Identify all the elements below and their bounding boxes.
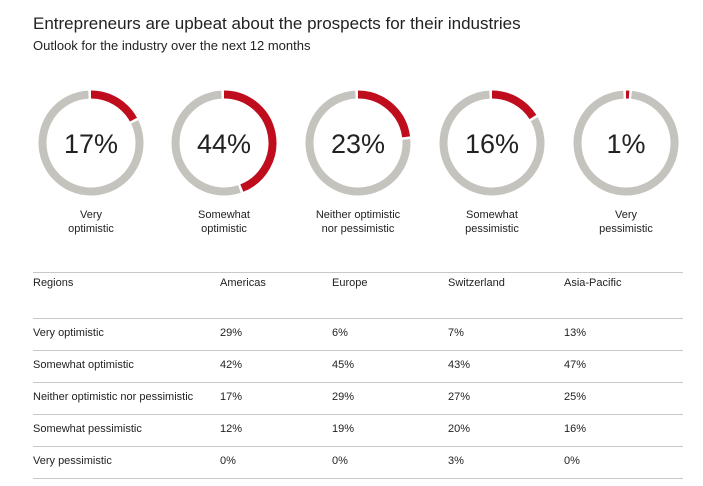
donut-category-label-line: Very xyxy=(614,209,637,221)
row-header-cell: Neither optimistic nor pessimistic xyxy=(33,382,220,415)
donut-category-label: Somewhat pessimistic xyxy=(426,208,558,236)
donut-category-label-line: Somewhat xyxy=(198,209,250,221)
donut-category-label-line: Somewhat xyxy=(466,209,518,221)
table-cell: 29% xyxy=(332,382,448,415)
donut-svg: 16% xyxy=(439,90,545,196)
donut-category-label: Very optimistic xyxy=(25,208,157,236)
donut-remainder-arc xyxy=(305,90,411,196)
donut-value-arc xyxy=(223,90,277,192)
table-cell: 3% xyxy=(448,446,564,479)
table-row: Very pessimistic 0% 0% 3% 0% xyxy=(33,446,683,479)
table-cell: 20% xyxy=(448,414,564,447)
table-cell: 7% xyxy=(448,318,564,351)
donut-category-label-line: nor pessimistic xyxy=(321,223,395,235)
table-cell: 25% xyxy=(564,382,683,415)
table-row: Somewhat pessimistic 12% 19% 20% 16% xyxy=(33,414,683,447)
table-cell: 16% xyxy=(564,414,683,447)
table-header-row: Regions Americas Europe Switzerland Asia… xyxy=(33,272,683,319)
table-cell: 47% xyxy=(564,350,683,383)
row-header-cell: Somewhat optimistic xyxy=(33,350,220,383)
donut-value-label: 44% xyxy=(197,129,251,159)
column-header: Switzerland xyxy=(448,272,564,319)
table-cell: 13% xyxy=(564,318,683,351)
row-header-cell: Somewhat pessimistic xyxy=(33,414,220,447)
column-header: Europe xyxy=(332,272,448,319)
donut-category-label-line: optimistic xyxy=(201,223,247,235)
donut-chart: 23% Neither optimistic nor pessimistic xyxy=(292,88,424,236)
donut-svg: 44% xyxy=(171,90,277,196)
donut-value-label: 1% xyxy=(606,129,645,159)
donut-chart: 44% Somewhat optimistic xyxy=(158,88,290,236)
donut-chart: 1% Very pessimistic xyxy=(560,88,692,236)
table-row: Very optimistic 29% 6% 7% 13% xyxy=(33,318,683,351)
donut-svg: 1% xyxy=(573,90,679,196)
row-header-cell: Very pessimistic xyxy=(33,446,220,479)
donut-chart: 16% Somewhat pessimistic xyxy=(426,88,558,236)
table-row: Somewhat optimistic 42% 45% 43% 47% xyxy=(33,350,683,383)
table-cell: 45% xyxy=(332,350,448,383)
donut-remainder-arc xyxy=(573,90,679,196)
donut-category-label: Very pessimistic xyxy=(560,208,692,236)
donut-category-label-line: Very xyxy=(79,209,102,221)
donut-value-label: 16% xyxy=(465,129,519,159)
donut-category-label: Neither optimistic nor pessimistic xyxy=(292,208,424,236)
table-cell: 0% xyxy=(332,446,448,479)
table-cell: 6% xyxy=(332,318,448,351)
donut-category-label-line: Neither optimistic xyxy=(315,209,401,221)
table-cell: 42% xyxy=(220,350,332,383)
table-cell: 17% xyxy=(220,382,332,415)
donut-category-label-line: pessimistic xyxy=(465,223,519,235)
table-cell: 27% xyxy=(448,382,564,415)
donut-value-arc xyxy=(357,90,411,138)
regions-table: Regions Americas Europe Switzerland Asia… xyxy=(33,272,683,479)
donut-category-label: Somewhat optimistic xyxy=(158,208,290,236)
donut-remainder-arc xyxy=(38,90,144,196)
table-cell: 43% xyxy=(448,350,564,383)
donut-remainder-arc xyxy=(439,90,545,196)
table-cell: 29% xyxy=(220,318,332,351)
table-cell: 0% xyxy=(564,446,683,479)
table-cell: 12% xyxy=(220,414,332,447)
donut-chart: 17% Very optimistic xyxy=(25,88,157,236)
column-header: Asia-Pacific xyxy=(564,272,683,319)
donut-value-arc xyxy=(90,90,138,122)
chart-subtitle: Outlook for the industry over the next 1… xyxy=(33,38,311,53)
donut-value-arc xyxy=(491,90,537,120)
table-cell: 0% xyxy=(220,446,332,479)
table-body: Very optimistic 29% 6% 7% 13% Somewhat optimi… xyxy=(33,318,683,479)
donut-svg: 17% xyxy=(38,90,144,196)
donut-remainder-arc xyxy=(171,90,241,196)
donut-category-label-line: optimistic xyxy=(68,223,114,235)
table-row: Neither optimistic nor pessimistic 17% 29%… xyxy=(33,382,683,415)
donut-value-label: 17% xyxy=(64,129,118,159)
donut-category-label-line: pessimistic xyxy=(599,223,653,235)
donut-svg: 23% xyxy=(305,90,411,196)
row-header-cell: Very optimistic xyxy=(33,318,220,351)
chart-title: Entrepreneurs are upbeat about the prosp… xyxy=(33,14,521,33)
column-header: Regions xyxy=(33,272,220,319)
table-cell: 19% xyxy=(332,414,448,447)
column-header: Americas xyxy=(220,272,332,319)
donut-value-label: 23% xyxy=(331,129,385,159)
